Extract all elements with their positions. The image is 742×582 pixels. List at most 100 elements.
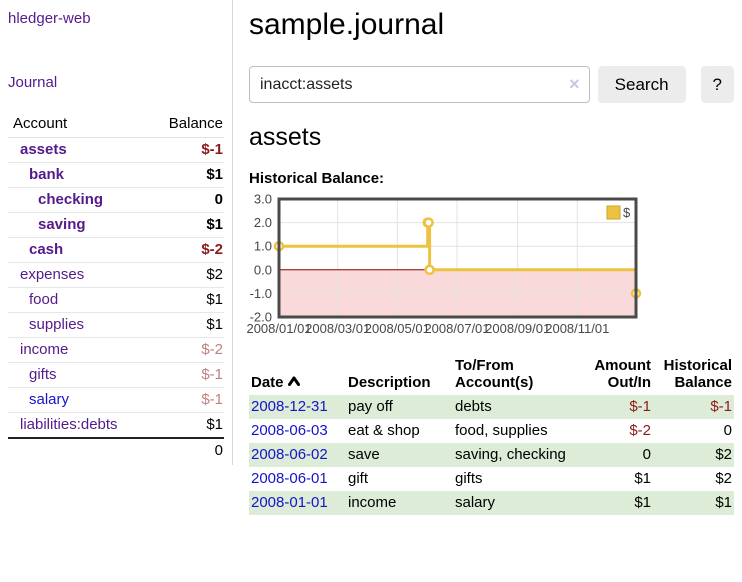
app-title-link[interactable]: hledger-web	[8, 10, 91, 27]
clear-search-icon[interactable]: ×	[569, 74, 580, 94]
account-link-income[interactable]: income	[20, 341, 69, 358]
transaction-amount: $1	[634, 470, 651, 487]
description-column-header: Description	[348, 374, 431, 391]
account-row: liabilities:debts $1	[8, 412, 224, 439]
account-link-expenses[interactable]: expenses	[20, 266, 85, 283]
account-row: supplies $1	[8, 312, 224, 338]
account-link-checking[interactable]: checking	[38, 191, 104, 208]
chart-label: Historical Balance:	[249, 170, 385, 187]
transaction-amount: $-1	[581, 395, 653, 419]
accounts-balance-table: Account Balance assets $-1 bank $1 checking 0…	[8, 111, 224, 463]
transaction-balance: $1	[653, 491, 734, 515]
search-box: ×	[249, 66, 590, 103]
x-axis-tick: 2008/09/01	[485, 321, 550, 336]
y-axis-tick: 0.0	[254, 262, 272, 277]
y-axis-tick: 2.0	[254, 215, 272, 230]
register-row: 2008-06-01 gift gifts $1 $2	[249, 467, 734, 491]
y-axis-tick: 1.0	[254, 239, 272, 254]
account-balance: $-1	[147, 362, 224, 388]
transaction-balance: $2	[715, 470, 732, 487]
accounts-column-header-register: To/From Account(s)	[455, 357, 534, 391]
account-row: checking 0	[8, 187, 224, 213]
accounts-column-header: Account	[8, 111, 148, 138]
account-row: expenses $2	[8, 262, 224, 288]
legend: $	[606, 205, 631, 220]
transaction-amount: $1	[581, 491, 653, 515]
search-button[interactable]: Search	[597, 66, 686, 103]
account-link-supplies[interactable]: supplies	[29, 316, 85, 333]
account-balance: $2	[147, 262, 224, 288]
x-axis-tick: 2008/03/01	[305, 321, 370, 336]
account-row: cash $-2	[8, 237, 224, 263]
y-axis-tick: -2.0	[250, 310, 272, 325]
transaction-date-link[interactable]: 2008-06-01	[251, 470, 328, 487]
sidebar-item-journal[interactable]: Journal	[8, 74, 58, 91]
account-link-cash[interactable]: cash	[29, 241, 64, 258]
register-table: Date Description To/From Account(s) Amou…	[249, 355, 734, 515]
account-row: income $-2	[8, 337, 224, 363]
account-balance: $1	[147, 412, 224, 439]
register-row: 2008-06-03 eat & shop food, supplies $-2 0	[249, 419, 734, 443]
transaction-date-link[interactable]: 2008-12-31	[251, 398, 328, 415]
accounts-total-row: 0	[8, 437, 224, 463]
legend-swatch	[606, 205, 621, 220]
register-row: 2008-01-01 income salary $1 $1	[249, 491, 734, 515]
account-link-bank[interactable]: bank	[29, 166, 65, 183]
transaction-date-link[interactable]: 2008-06-02	[251, 446, 328, 463]
search-form: × Search ?	[249, 66, 734, 103]
account-link-saving[interactable]: saving	[38, 216, 86, 233]
account-link-gifts[interactable]: gifts	[29, 366, 57, 383]
x-axis-tick: 2008/05/01	[365, 321, 430, 336]
account-link-assets[interactable]: assets	[20, 141, 67, 158]
register-row: 2008-12-31 pay off debts $-1 $-1	[249, 395, 734, 419]
search-input[interactable]	[249, 66, 590, 103]
transaction-description: eat & shop	[348, 422, 420, 439]
amount-column-header: Amount Out/In	[594, 357, 651, 391]
account-row: salary $-1	[8, 387, 224, 413]
x-axis-tick: 2008/07/01	[424, 321, 489, 336]
account-row: bank $1	[8, 162, 224, 188]
account-balance: 0	[147, 187, 224, 213]
transaction-date-link[interactable]: 2008-06-03	[251, 422, 328, 439]
account-row: assets $-1	[8, 137, 224, 163]
transaction-accounts: debts	[453, 395, 581, 419]
historical-balance-column-header: Historical Balance	[663, 357, 732, 391]
account-link-salary[interactable]: salary	[29, 391, 70, 408]
legend-label: $	[623, 205, 631, 220]
sort-ascending-icon	[287, 373, 300, 390]
accounts-total-value: 0	[147, 437, 224, 463]
transaction-amount: 0	[581, 443, 653, 467]
transaction-accounts: salary	[453, 491, 581, 515]
transaction-accounts: saving, checking	[453, 443, 581, 467]
transaction-amount: $-2	[629, 422, 651, 439]
historical-balance-chart: $3.0 2.0 1.0 0.0 -1.0 -2.0 2008/01/01 2008/03/0…	[246, 192, 734, 339]
account-page-title: assets	[249, 123, 322, 151]
page: hledger-web Journal Account Balance asse…	[8, 0, 742, 515]
account-balance: $-1	[147, 387, 224, 413]
transaction-accounts: gifts	[455, 470, 483, 487]
y-axis-tick: -1.0	[250, 286, 272, 301]
account-balance: $-2	[147, 337, 224, 363]
transaction-description: gift	[348, 470, 369, 487]
account-balance: $1	[147, 287, 224, 313]
account-row: food $1	[8, 287, 224, 313]
account-balance: $-2	[147, 237, 224, 263]
transaction-accounts: food, supplies	[455, 422, 548, 439]
transaction-date-link[interactable]: 2008-01-01	[251, 494, 328, 511]
transaction-description: save	[346, 443, 453, 467]
account-link-food[interactable]: food	[29, 291, 59, 308]
account-row: gifts $-1	[8, 362, 224, 388]
main-content: sample.journal × Search ? assets Histori…	[233, 0, 742, 515]
account-link-liabilities-debts[interactable]: liabilities:debts	[20, 416, 118, 433]
transaction-balance: 0	[723, 422, 732, 439]
balance-column-header: Balance	[147, 111, 224, 138]
help-button[interactable]: ?	[700, 66, 734, 103]
x-axis-tick: 2008/01/01	[246, 321, 311, 336]
account-balance: $1	[147, 162, 224, 188]
x-axis-tick: 2008/11/01	[545, 321, 609, 336]
account-balance: $-1	[147, 137, 224, 163]
y-axis-tick: 3.0	[254, 192, 272, 207]
transaction-balance: $-1	[653, 395, 734, 419]
transaction-description: income	[346, 491, 453, 515]
transaction-balance: $2	[653, 443, 734, 467]
